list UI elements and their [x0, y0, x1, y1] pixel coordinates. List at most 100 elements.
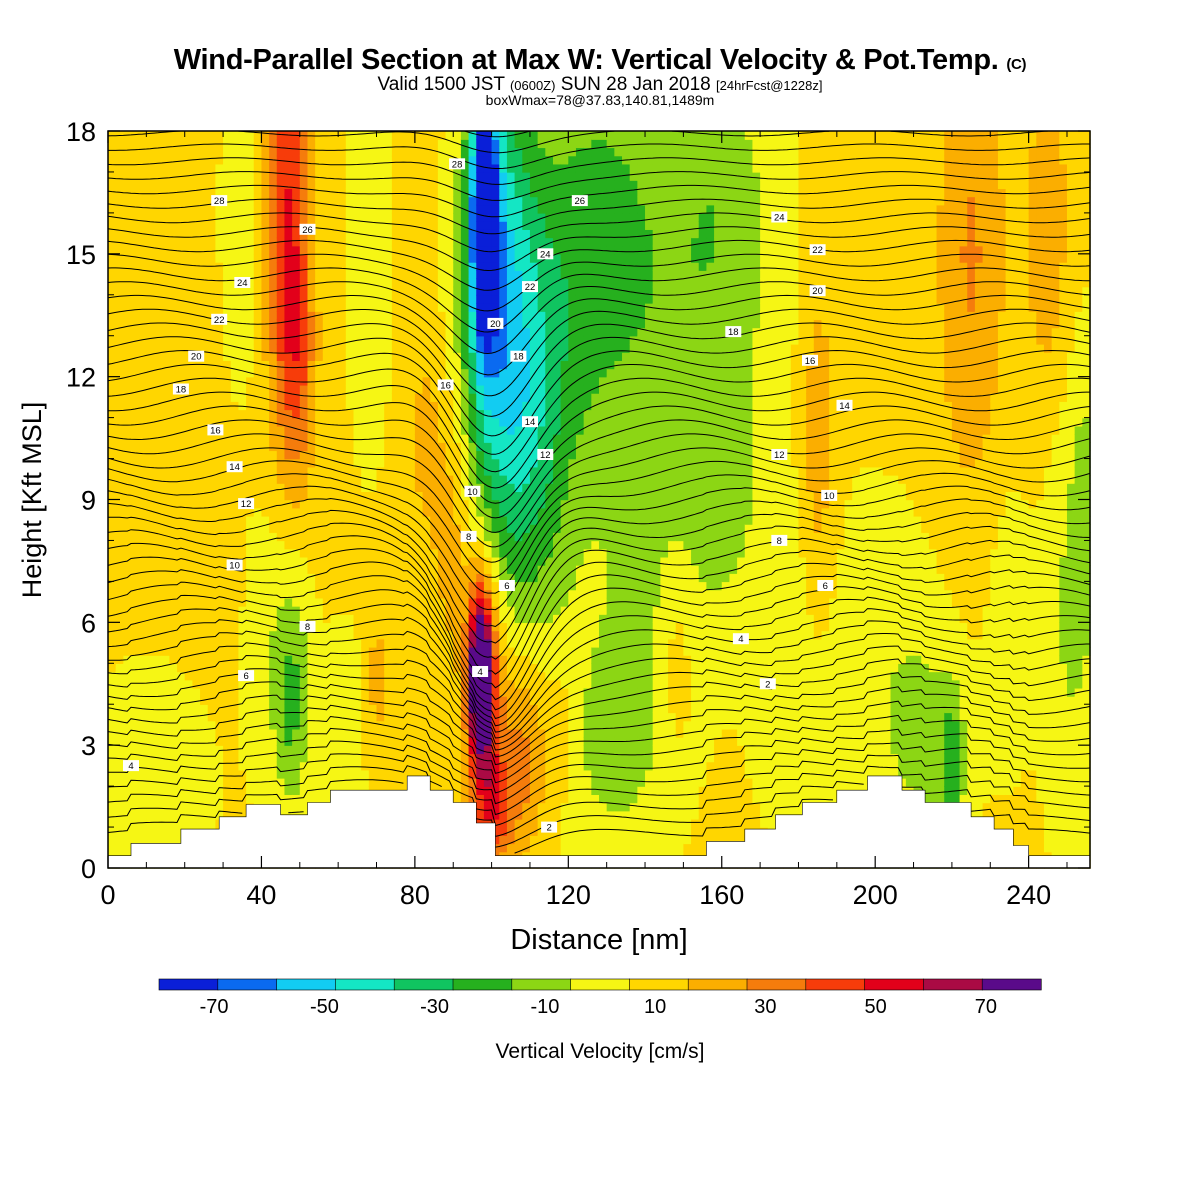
velocity-cell	[200, 761, 209, 771]
velocity-cell	[422, 646, 431, 656]
velocity-cell	[322, 671, 332, 681]
velocity-cell	[522, 728, 531, 738]
velocity-cell	[238, 515, 247, 525]
velocity-cell	[131, 425, 140, 435]
velocity-cell	[445, 171, 454, 181]
velocity-cell	[391, 671, 401, 681]
velocity-cell	[476, 212, 485, 222]
velocity-cell	[246, 769, 255, 779]
velocity-cell	[123, 605, 132, 615]
velocity-cell	[276, 581, 286, 591]
velocity-cell	[322, 204, 332, 214]
velocity-cell	[115, 450, 125, 460]
velocity-cell	[361, 712, 370, 722]
velocity-cell	[238, 204, 247, 214]
velocity-cell	[499, 376, 508, 386]
velocity-cell	[299, 311, 309, 321]
velocity-cell	[430, 204, 439, 214]
velocity-cell	[422, 384, 431, 394]
velocity-cell	[460, 671, 470, 681]
velocity-cell	[230, 638, 240, 648]
velocity-cell	[330, 139, 339, 149]
velocity-cell	[138, 565, 148, 574]
velocity-cell	[200, 581, 209, 591]
velocity-cell	[223, 302, 232, 312]
velocity-cell	[476, 278, 485, 288]
velocity-cell	[146, 368, 155, 378]
velocity-cell	[522, 393, 531, 402]
velocity-cell	[483, 736, 493, 746]
velocity-cell	[207, 671, 217, 681]
velocity-cell	[491, 597, 500, 607]
velocity-cell	[177, 794, 186, 804]
velocity-cell	[491, 565, 500, 574]
velocity-cell	[200, 802, 209, 812]
velocity-cell	[483, 696, 493, 705]
velocity-cell	[200, 352, 209, 361]
velocity-cell	[299, 581, 309, 591]
velocity-cell	[338, 761, 347, 771]
velocity-cell	[131, 196, 140, 206]
velocity-cell	[223, 131, 232, 140]
velocity-cell	[169, 614, 178, 624]
velocity-cell	[307, 212, 316, 222]
velocity-cell	[269, 131, 278, 140]
velocity-cell	[345, 515, 355, 525]
velocity-cell	[522, 171, 531, 181]
velocity-cell	[322, 540, 332, 550]
velocity-cell	[253, 646, 263, 656]
velocity-cell	[238, 360, 247, 370]
velocity-cell	[514, 507, 523, 517]
velocity-cell	[123, 302, 132, 312]
velocity-cell	[169, 474, 178, 484]
velocity-cell	[230, 212, 240, 222]
velocity-cell	[437, 221, 447, 230]
velocity-cell	[384, 507, 393, 517]
velocity-cell	[138, 188, 148, 198]
velocity-cell	[123, 581, 132, 591]
velocity-cell	[246, 163, 255, 173]
velocity-cell	[246, 147, 255, 157]
velocity-cell	[192, 630, 201, 640]
velocity-cell	[407, 605, 416, 615]
velocity-cell	[223, 786, 232, 795]
velocity-cell	[246, 131, 255, 140]
velocity-cell	[269, 573, 278, 583]
velocity-cell	[184, 450, 194, 460]
velocity-cell	[108, 728, 117, 738]
velocity-cell	[499, 515, 508, 525]
velocity-cell	[338, 204, 347, 214]
velocity-cell	[361, 221, 370, 230]
velocity-cell	[276, 777, 286, 787]
velocity-cell	[154, 376, 163, 386]
velocity-cell	[476, 163, 485, 173]
velocity-cell	[506, 483, 516, 493]
velocity-cell	[414, 360, 424, 370]
velocity-cell	[407, 196, 416, 206]
velocity-cell	[284, 753, 293, 763]
velocity-cell	[445, 393, 454, 402]
velocity-cell	[483, 605, 493, 615]
velocity-cell	[368, 180, 378, 190]
velocity-cell	[361, 425, 370, 435]
velocity-cell	[460, 335, 470, 345]
velocity-cell	[422, 180, 431, 190]
velocity-cell	[108, 769, 117, 779]
velocity-cell	[376, 131, 385, 140]
velocity-cell	[422, 131, 431, 140]
velocity-cell	[146, 425, 155, 435]
velocity-cell	[483, 802, 493, 812]
velocity-cell	[407, 262, 416, 271]
velocity-cell	[384, 155, 393, 165]
velocity-cell	[284, 335, 293, 345]
velocity-cell	[376, 196, 385, 206]
velocity-cell	[453, 696, 462, 705]
velocity-cell	[422, 679, 431, 689]
velocity-cell	[123, 671, 132, 681]
velocity-cell	[345, 663, 355, 673]
velocity-cell	[284, 573, 293, 583]
velocity-cell	[146, 827, 155, 836]
velocity-cell	[514, 294, 523, 304]
velocity-cell	[269, 474, 278, 484]
velocity-cell	[483, 769, 493, 779]
